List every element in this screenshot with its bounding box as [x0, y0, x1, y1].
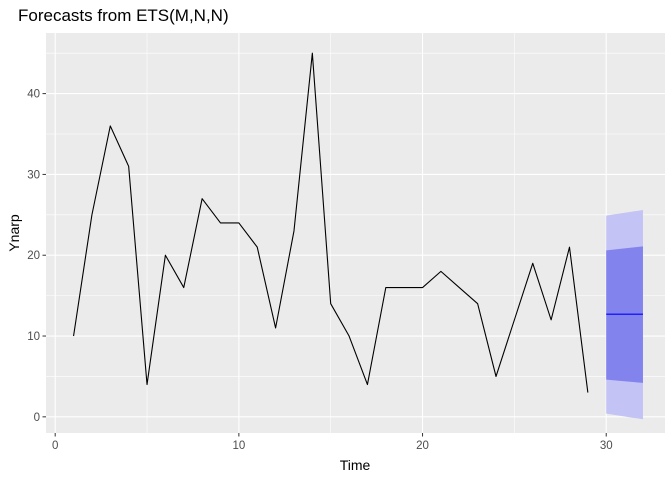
x-tick-label: 20 — [416, 440, 429, 452]
chart-title: Forecasts from ETS(M,N,N) — [18, 6, 229, 25]
y-tick-label: 20 — [27, 250, 40, 262]
y-tick-label: 10 — [27, 331, 40, 343]
y-tick-label: 30 — [27, 169, 40, 181]
y-tick-label: 40 — [27, 89, 40, 101]
tick-labels: 0 10 20 30 0 10 20 30 40 — [27, 89, 612, 452]
observed-line — [73, 52, 589, 393]
series-lines — [73, 52, 643, 393]
x-tick-label: 10 — [232, 440, 245, 452]
x-tick-label: 30 — [600, 440, 613, 452]
x-axis-title: Time — [340, 457, 371, 473]
y-axis-title: Ynarp — [6, 214, 22, 252]
axis-ticks — [42, 93, 607, 437]
plot-panel — [46, 33, 665, 433]
x-tick-label: 0 — [52, 440, 58, 452]
y-tick-label: 0 — [34, 412, 40, 424]
grid-major — [46, 33, 665, 433]
grid-minor — [46, 33, 665, 433]
